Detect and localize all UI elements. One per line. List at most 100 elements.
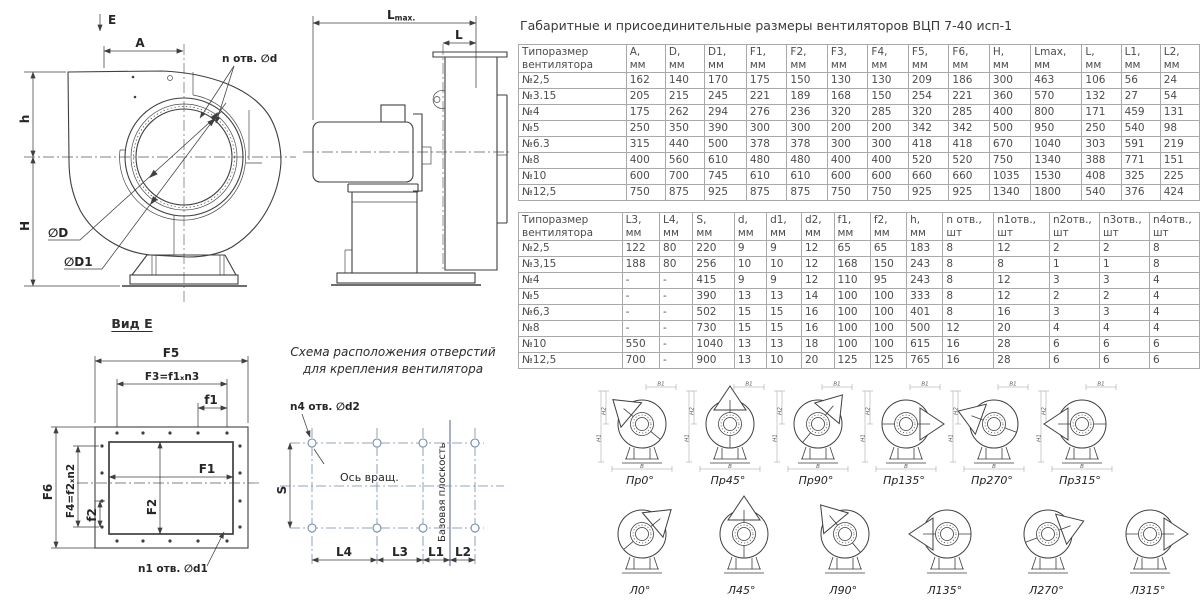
table-cell: 408 bbox=[1081, 168, 1122, 185]
orientation-label: Пр270° bbox=[971, 474, 1013, 487]
table-cell: 250 bbox=[1081, 120, 1122, 137]
svg-text:Н1: Н1 bbox=[685, 434, 691, 442]
table-cell: 333 bbox=[906, 288, 944, 305]
row-label: №12,5 bbox=[518, 184, 627, 201]
fan-orientation-item: Л45° bbox=[700, 488, 784, 597]
table-row: №10 600 700 745 610 610 600 600 660 660 1035 1530 40… bbox=[518, 168, 1200, 185]
table-cell: 150 bbox=[867, 88, 909, 105]
table-cell: 925 bbox=[907, 184, 950, 201]
svg-text:Н2: Н2 bbox=[602, 407, 608, 415]
table-cell: 16 bbox=[800, 320, 835, 337]
table-cell: 151 bbox=[1159, 152, 1200, 169]
table-cell: 303 bbox=[1081, 136, 1122, 153]
column-header: n4отв., шт bbox=[1148, 212, 1200, 241]
table-cell: 13 bbox=[733, 288, 768, 305]
table-cell: 8 bbox=[1148, 256, 1200, 273]
table-cell: 245 bbox=[704, 88, 747, 105]
fan-orientation-item: В1 Н2 Н1 В Пр0° bbox=[597, 378, 682, 487]
table-cell: 390 bbox=[692, 288, 735, 305]
dim-label-lmax: Lmax. bbox=[387, 8, 415, 23]
table-cell: 6 bbox=[1049, 352, 1100, 369]
table-cell: 10 bbox=[733, 256, 768, 273]
table-cell: 660 bbox=[948, 168, 990, 185]
table-row: №5 250 350 390 300 300 200 200 342 342 500 950 250 54… bbox=[518, 120, 1200, 137]
table-cell: 100 bbox=[833, 304, 871, 321]
table-cell: 12 bbox=[800, 240, 835, 257]
table-cell: 20 bbox=[800, 352, 835, 369]
page-title: Габаритные и присоединительные размеры в… bbox=[520, 18, 1013, 33]
fan-orientation-drawing bbox=[907, 509, 972, 574]
dim-label-f6: F6 bbox=[41, 484, 55, 501]
table-cell: 800 bbox=[1030, 104, 1083, 121]
table-cell: 300 bbox=[826, 136, 869, 153]
table-cell: 15 bbox=[766, 304, 802, 321]
table-cell: 610 bbox=[745, 168, 788, 185]
flange-holes bbox=[100, 431, 242, 543]
table-cell: 750 bbox=[867, 184, 909, 201]
table-cell: 4 bbox=[1148, 320, 1200, 337]
row-label: №10 bbox=[518, 336, 623, 353]
table-cell: 325 bbox=[1120, 168, 1161, 185]
fan-orientation-drawing: В1 Н2 Н1 В bbox=[949, 382, 1029, 472]
svg-text:Н2: Н2 bbox=[690, 407, 696, 415]
table-cell: 24 bbox=[1159, 72, 1200, 89]
svg-text:Н1: Н1 bbox=[597, 434, 603, 442]
fan-orientation-item: Л90° bbox=[801, 488, 885, 597]
hole-schema-title-line1: Схема расположения отверстий bbox=[290, 345, 496, 359]
table-cell: 3 bbox=[1049, 272, 1100, 289]
table-cell: 440 bbox=[664, 136, 706, 153]
table-cell: 480 bbox=[745, 152, 788, 169]
table-row: №2,5 122 80 220 9 9 12 65 65 183 8 12 2 2 8 bbox=[518, 240, 1200, 257]
table-cell: 276 bbox=[745, 104, 788, 121]
dim-label-h: h bbox=[18, 115, 32, 124]
column-header: L, мм bbox=[1081, 44, 1122, 73]
orientation-label: Л135° bbox=[927, 584, 963, 597]
table-row: №12,5 750 875 925 875 875 750 750 925 925 1340 1800… bbox=[518, 184, 1200, 201]
table-cell: 100 bbox=[869, 304, 908, 321]
table-cell: 350 bbox=[664, 120, 706, 137]
table-cell: 243 bbox=[906, 256, 944, 273]
table-cell: - bbox=[659, 304, 694, 321]
table-cell: 2 bbox=[1049, 288, 1100, 305]
table-cell: 95 bbox=[869, 272, 908, 289]
table-cell: 8 bbox=[993, 256, 1051, 273]
table-cell: 390 bbox=[704, 120, 747, 137]
dim-label-a: A bbox=[135, 36, 145, 50]
dim-label-l1: L1 bbox=[428, 545, 444, 559]
table-cell: 243 bbox=[906, 272, 944, 289]
table-cell: 540 bbox=[1120, 120, 1161, 137]
table-cell: - bbox=[659, 320, 694, 337]
table-cell: 610 bbox=[786, 168, 828, 185]
table-cell: 388 bbox=[1081, 152, 1122, 169]
table-cell: 175 bbox=[625, 104, 666, 121]
dim-label-f2: F2 bbox=[145, 499, 159, 516]
table-cell: 12 bbox=[993, 272, 1051, 289]
table-cell: - bbox=[621, 304, 661, 321]
orientation-row-right: В1 Н2 Н1 В Пр0° В1 Н2 Н1 В Пр45° В1 Н2 Н1 В Пр90° В1 Н2 Н… bbox=[597, 378, 1122, 487]
table-cell: 18 bbox=[800, 336, 835, 353]
svg-text:В1: В1 bbox=[657, 382, 664, 388]
table-cell: 4 bbox=[1098, 320, 1150, 337]
table-cell: 4 bbox=[1148, 304, 1200, 321]
table-row: №10 550-1040 13 13 18 100 100 615 16 28 6 6 6 bbox=[518, 336, 1200, 353]
table-cell: 6 bbox=[1098, 352, 1150, 369]
table-cell: 15 bbox=[733, 304, 768, 321]
table-cell: 342 bbox=[948, 120, 990, 137]
table-cell: 415 bbox=[692, 272, 735, 289]
dim-label-s: S bbox=[275, 486, 289, 495]
table-cell: 122 bbox=[621, 240, 661, 257]
column-header: A, мм bbox=[625, 44, 666, 73]
side-view-drawing: Lmax. L bbox=[303, 8, 511, 286]
table-cell: 285 bbox=[867, 104, 909, 121]
table-cell: 98 bbox=[1159, 120, 1200, 137]
column-header: d1, мм bbox=[766, 212, 802, 241]
svg-text:В1: В1 bbox=[921, 382, 928, 388]
column-header: f1, мм bbox=[833, 212, 871, 241]
table-cell: - bbox=[621, 272, 661, 289]
table-cell: 1 bbox=[1098, 256, 1150, 273]
table-cell: 13 bbox=[766, 336, 802, 353]
table-cell: 418 bbox=[948, 136, 990, 153]
table-cell: 12 bbox=[993, 240, 1051, 257]
column-header: D, мм bbox=[664, 44, 706, 73]
